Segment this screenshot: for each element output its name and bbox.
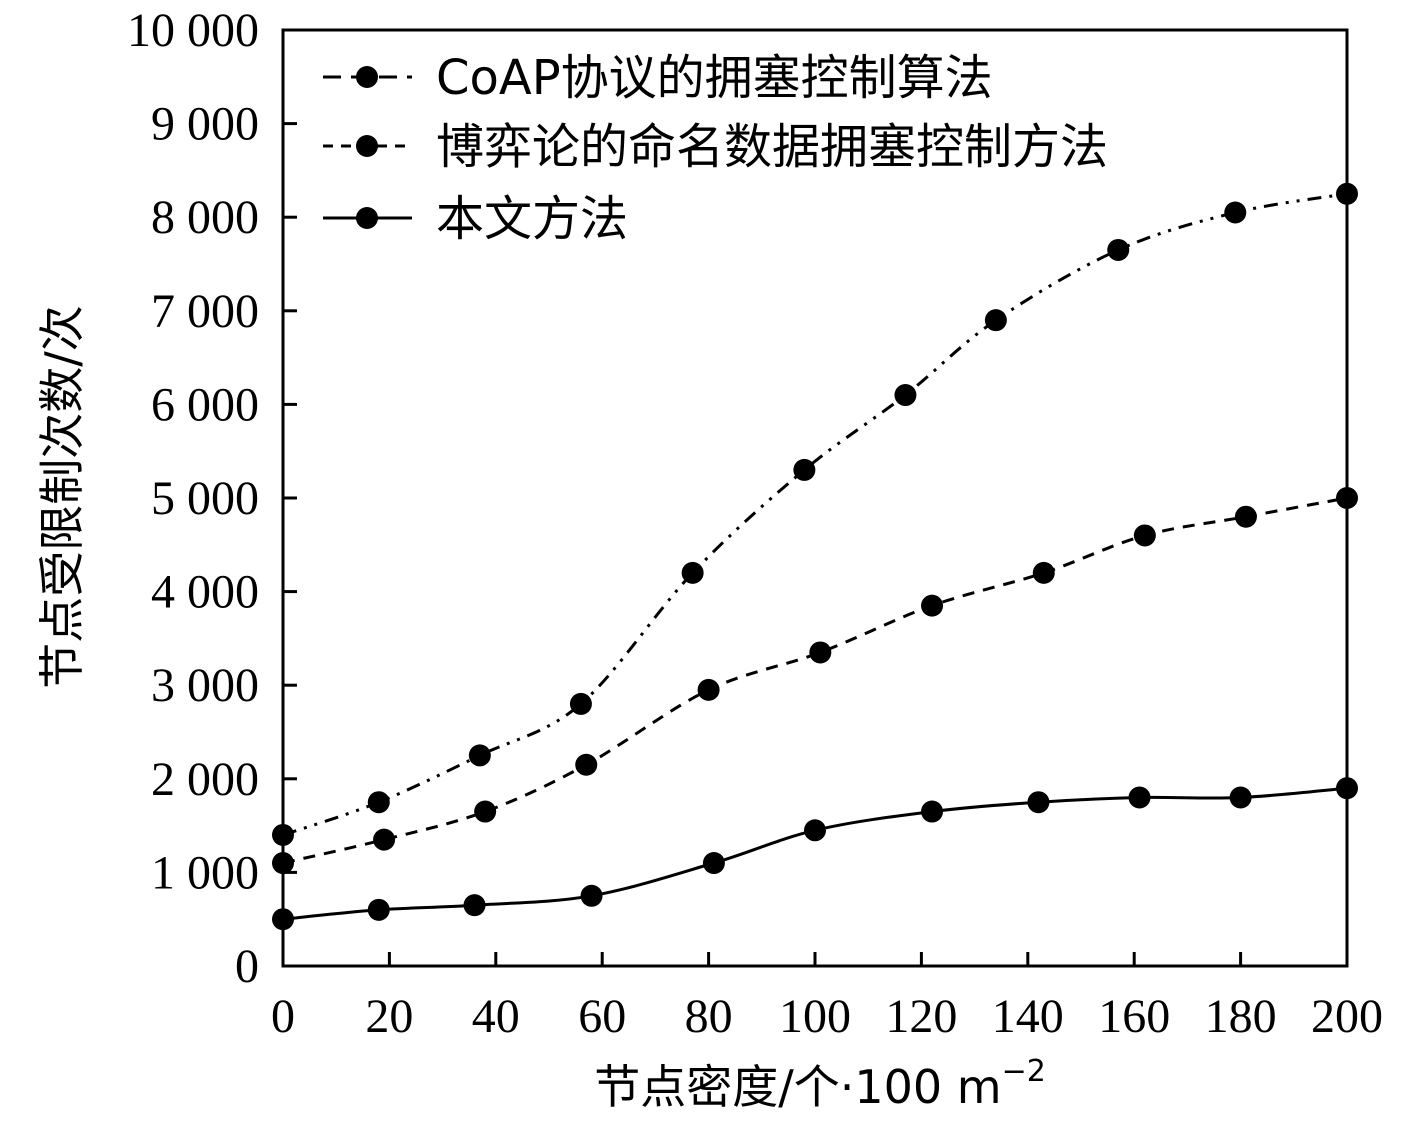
data-point [272, 852, 294, 875]
y-tick-label: 5 000 [151, 472, 259, 525]
y-tick-label: 0 [235, 940, 259, 993]
data-point [468, 744, 491, 767]
y-tick-label: 7 000 [151, 285, 259, 338]
data-point [272, 823, 294, 846]
legend-marker [356, 207, 378, 229]
x-axis-title-text: 节点密度/个·100 m [594, 1060, 1001, 1114]
y-tick-label: 1 000 [151, 846, 259, 899]
x-axis-title: 节点密度/个·100 m−2 [594, 1054, 1046, 1114]
data-point [681, 561, 704, 584]
axes: 0 20 40 60 80 100 120 140 160 180 200 0 1 000 2 000 3 … [127, 4, 1383, 1043]
series-2 [272, 487, 1358, 875]
data-point [580, 884, 603, 907]
y-tick-label: 3 000 [151, 659, 259, 712]
data-point [1128, 786, 1151, 809]
data-point [921, 594, 944, 617]
data-point [569, 692, 592, 715]
data-point [1336, 487, 1358, 509]
data-point [272, 908, 294, 931]
series-1 [272, 182, 1358, 846]
x-axis-title-superscript: −2 [1002, 1054, 1046, 1089]
x-tick-label: 160 [1098, 990, 1170, 1043]
data-point [367, 791, 390, 814]
data-point [1224, 201, 1247, 224]
data-point [697, 678, 720, 701]
series-3 [272, 777, 1358, 931]
data-point [1027, 791, 1050, 814]
y-tick-label: 4 000 [151, 566, 259, 619]
legend-item: 博弈论的命名数据拥塞控制方法 [323, 119, 1108, 175]
y-axis-title: 节点受限制次数/次 [35, 305, 89, 689]
data-point [1107, 238, 1130, 261]
x-tick-label: 0 [271, 990, 295, 1043]
x-tick-label: 120 [885, 990, 957, 1043]
x-tick-label: 100 [779, 990, 851, 1043]
data-point [367, 898, 390, 921]
data-point [984, 309, 1007, 332]
legend-label: 本文方法 [436, 191, 628, 247]
data-point [804, 819, 826, 842]
data-point [809, 641, 832, 664]
y-tick-label: 8 000 [151, 191, 259, 244]
data-point [1133, 524, 1156, 547]
data-point [474, 800, 497, 823]
x-tick-label: 80 [685, 990, 733, 1043]
data-point [373, 828, 396, 851]
legend-item: 本文方法 [323, 191, 628, 247]
legend-marker [356, 66, 378, 88]
data-point [702, 852, 725, 875]
y-tick-label: 6 000 [151, 378, 259, 431]
data-point [1336, 182, 1358, 205]
series-layer [272, 182, 1358, 931]
x-tick-label: 40 [472, 990, 520, 1043]
series-line [282, 786, 1348, 921]
legend-label: 博弈论的命名数据拥塞控制方法 [436, 119, 1108, 175]
data-point [463, 894, 486, 917]
legend-label: CoAP协议的拥塞控制算法 [436, 50, 993, 106]
data-point [1336, 777, 1358, 800]
y-tick-label: 2 000 [151, 753, 259, 806]
data-point [1234, 505, 1257, 528]
x-tick-label: 20 [365, 990, 413, 1043]
data-point [1032, 561, 1055, 584]
data-point [575, 753, 598, 776]
data-point [1229, 786, 1252, 809]
x-tick-label: 140 [992, 990, 1064, 1043]
series-line [282, 496, 1348, 865]
y-tick-label: 9 000 [151, 98, 259, 151]
data-point [793, 458, 816, 481]
data-point [894, 384, 917, 407]
data-point [921, 800, 944, 823]
y-tick-label: 10 000 [127, 4, 259, 57]
x-tick-label: 200 [1311, 990, 1383, 1043]
x-tick-label: 180 [1205, 990, 1277, 1043]
legend-item: CoAP协议的拥塞控制算法 [323, 50, 993, 106]
legend-marker [356, 135, 378, 157]
series-line [282, 192, 1348, 837]
x-tick-label: 60 [578, 990, 626, 1043]
